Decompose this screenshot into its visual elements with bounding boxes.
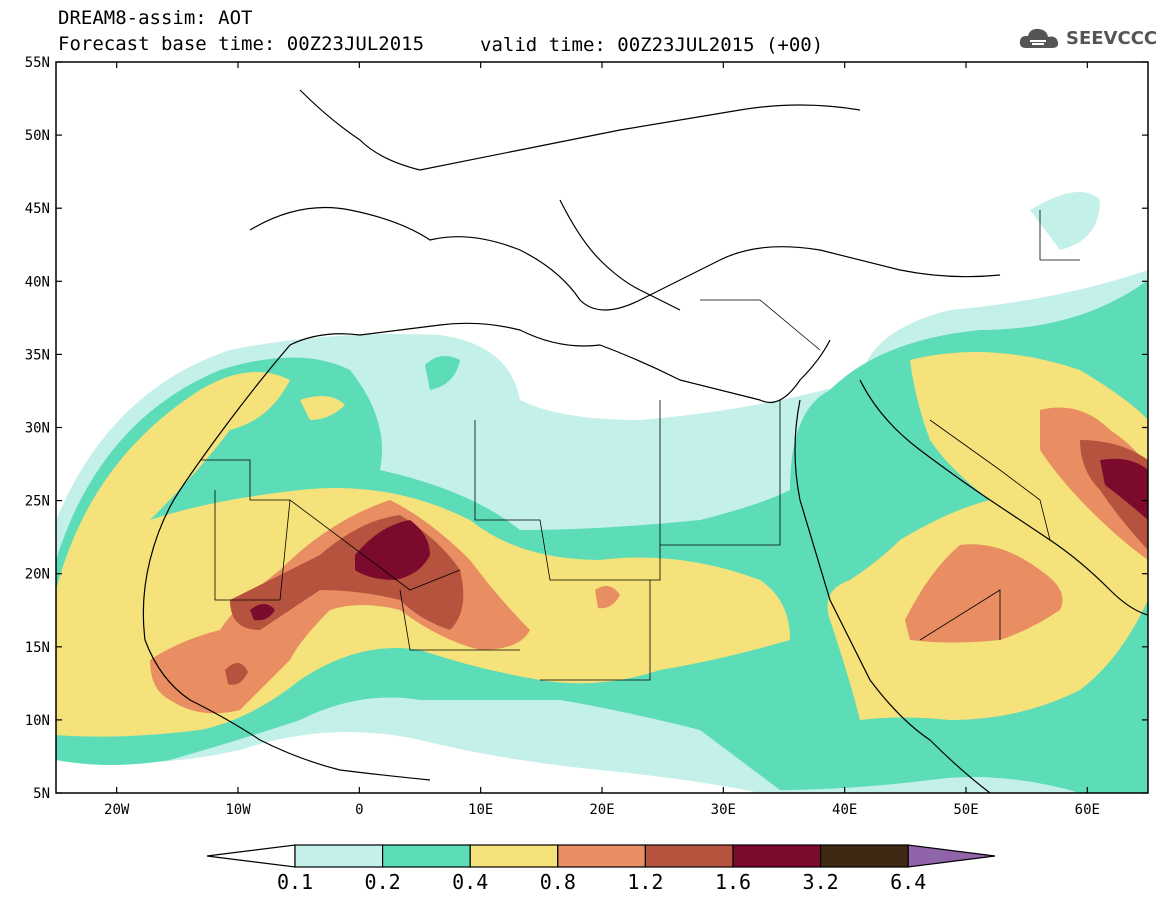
valid-time: valid time: 00Z23JUL2015 (+00) [480, 34, 824, 56]
map-title: DREAM8-assim: AOT [58, 7, 253, 29]
longitude-axis: 20W 10W 0 10E 20E 30E 40E 50E 60E [104, 62, 1100, 818]
lat-tick-label: 25N [25, 494, 50, 510]
coastlines [142, 89, 1148, 793]
colorbar-over-arrow [907, 844, 996, 868]
lat-tick-label: 40N [25, 274, 50, 290]
borders [200, 210, 1080, 681]
lon-tick-label: 60E [1075, 802, 1100, 818]
lat-tick-label: 35N [25, 347, 50, 363]
lat-tick-label: 20N [25, 567, 50, 583]
lon-tick-label: 20W [104, 802, 130, 818]
colorbar-segment [469, 844, 559, 868]
lon-tick-label: 40E [832, 802, 857, 818]
lon-tick-label: 10W [225, 802, 251, 818]
colorbar-segment [732, 844, 822, 868]
lat-tick-label: 5N [33, 786, 50, 802]
colorbar-segment [294, 844, 384, 868]
forecast-base-time: Forecast base time: 00Z23JUL2015 [58, 33, 425, 55]
lat-tick-label: 10N [25, 713, 50, 729]
lon-tick-label: 20E [589, 802, 614, 818]
colorbar-label: 0.4 [452, 870, 488, 894]
lon-tick-label: 10E [468, 802, 493, 818]
lat-tick-label: 55N [25, 55, 50, 71]
lon-tick-label: 30E [711, 802, 736, 818]
lat-tick-label: 30N [25, 421, 50, 437]
colorbar-label: 0.1 [277, 870, 313, 894]
lon-tick-label: 0 [355, 802, 363, 818]
colorbar-segment [819, 844, 909, 868]
latitude-axis: 55N 50N 45N 40N 35N 30N 25N 20N 15N 10N 5N [25, 55, 1148, 802]
colorbar-label: 3.2 [803, 870, 839, 894]
lat-tick-label: 15N [25, 640, 50, 656]
logo: SEEVCCC [1018, 24, 1157, 52]
colorbar-segment [382, 844, 471, 868]
colorbar-under-arrow [206, 844, 296, 868]
colorbar-label: 0.8 [540, 870, 576, 894]
aot-field [56, 192, 1148, 793]
colorbar-segment [644, 844, 734, 868]
lon-tick-label: 50E [953, 802, 978, 818]
cloud-icon [1019, 28, 1059, 48]
colorbar-label: 6.4 [890, 870, 926, 894]
colorbar-label: 1.6 [715, 870, 751, 894]
colorbar-label: 1.2 [627, 870, 663, 894]
colorbar-label: 0.2 [365, 870, 401, 894]
lat-tick-label: 45N [25, 201, 50, 217]
colorbar-segment [557, 844, 646, 868]
colorbar: 0.1 0.2 0.4 0.8 1.2 1.6 3.2 6.4 [206, 844, 996, 894]
lat-tick-label: 50N [25, 128, 50, 144]
logo-text: SEEVCCC [1066, 27, 1158, 49]
